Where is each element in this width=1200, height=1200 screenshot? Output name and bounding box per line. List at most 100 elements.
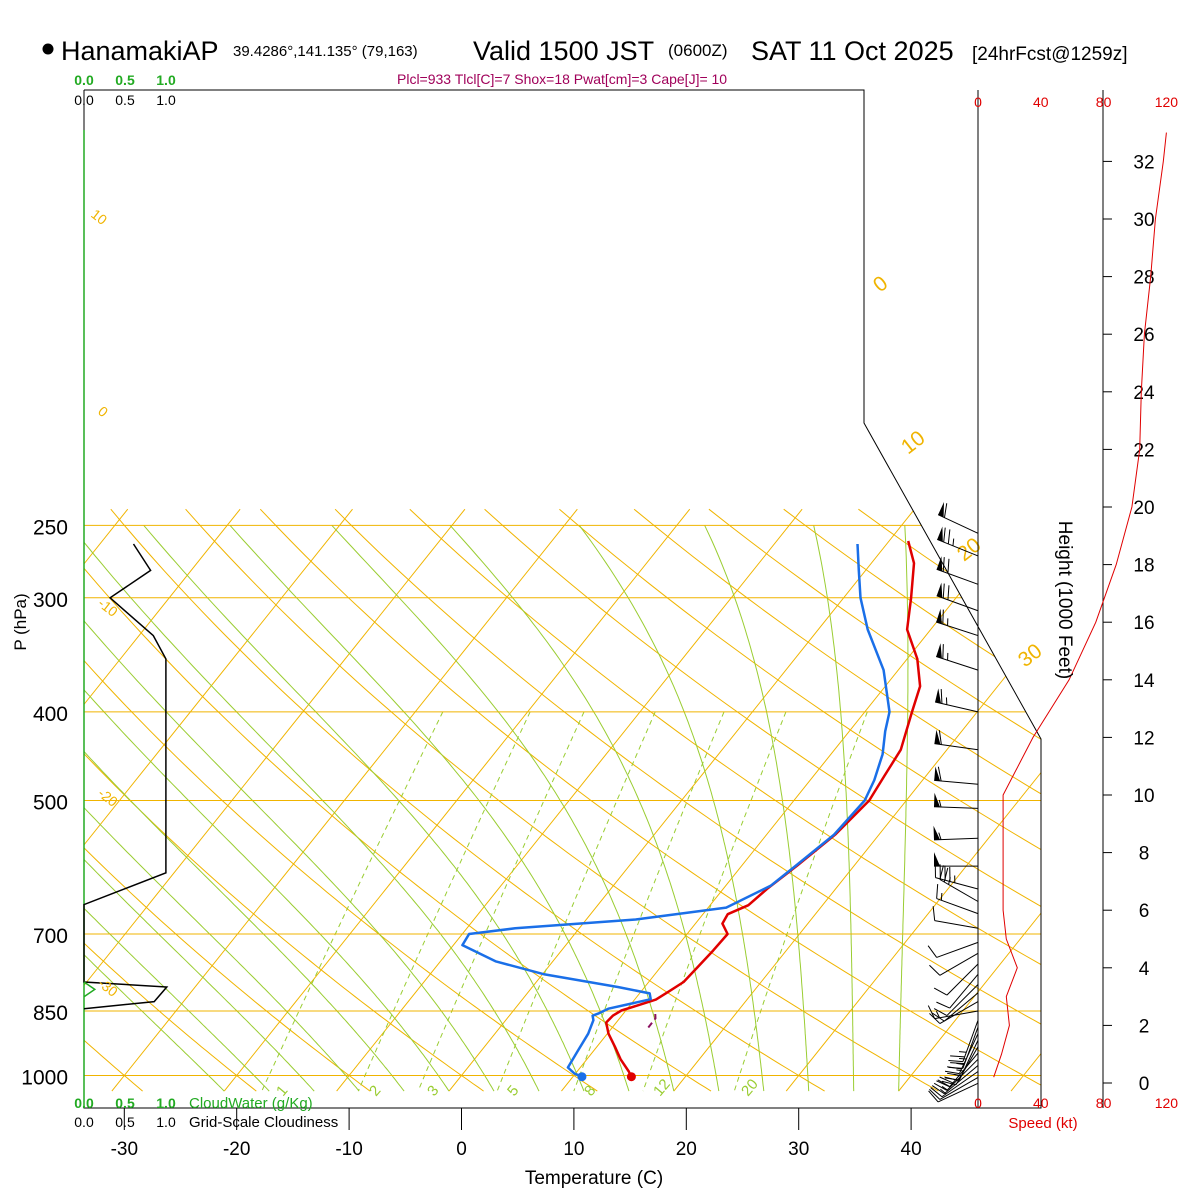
- moist-adiabat: [84, 858, 315, 1092]
- wind-barb-feather: [943, 503, 948, 518]
- moist-adiabat: [578, 525, 765, 1092]
- pressure-tick-label: 400: [33, 703, 68, 726]
- wind-barb-shaft: [934, 806, 979, 809]
- mixing-ratio-label: 20: [738, 1076, 762, 1100]
- wind-barb-shaft: [937, 539, 979, 557]
- wind-barb-shaft: [935, 621, 979, 637]
- wind-barb-flag: [933, 825, 940, 840]
- wind-barb-feather: [937, 766, 942, 782]
- wind-barb-feather: [948, 1060, 963, 1063]
- mixing-ratio-line: [417, 711, 585, 1092]
- parcel-line: [647, 1010, 657, 1029]
- mixing-ratio-label: 3: [424, 1082, 442, 1099]
- station-name: HanamakiAP: [61, 36, 219, 66]
- dewpoint-line: [461, 543, 891, 1078]
- wind-barb: [935, 643, 979, 671]
- dry-adiabat-label: -20: [95, 785, 121, 810]
- speed-tick-label-top: 40: [1033, 94, 1049, 110]
- temperature-tick-label: -10: [335, 1139, 362, 1160]
- wind-barb-feather: [933, 1082, 948, 1091]
- speed-tick-label-bottom: 80: [1096, 1095, 1112, 1111]
- cloudwater-tick-label-top: 0.5: [115, 72, 135, 88]
- wind-barb: [928, 1082, 979, 1103]
- forecast-info: [24hrFcst@1259z]: [972, 44, 1128, 65]
- height-tick-label: 12: [1133, 728, 1154, 749]
- moist-adiabat: [898, 525, 909, 1092]
- moist-adiabat: [143, 525, 585, 1092]
- wind-barb: [929, 1077, 979, 1100]
- speed-axis-title: Speed (kt): [1008, 1115, 1077, 1132]
- wind-barb-feather: [927, 1005, 936, 1019]
- wind-barb: [933, 825, 979, 841]
- height-tick-label: 8: [1139, 844, 1150, 865]
- wind-speed-profile: [993, 132, 1167, 1078]
- moist-adiabat: [704, 525, 810, 1092]
- wind-barb-flag: [934, 852, 940, 867]
- wind-barb-feather: [942, 583, 945, 599]
- moist-adiabat: [84, 953, 225, 1092]
- wind-barb-shaft: [935, 656, 979, 671]
- wind-barb-feather: [942, 557, 945, 572]
- wind-barb-feather: [943, 527, 946, 543]
- wind-barb-shaft: [939, 952, 979, 976]
- dry-adiabat: [334, 508, 1041, 1025]
- moist-adiabat: [84, 620, 495, 1092]
- mixing-ratio-line: [496, 711, 656, 1092]
- moist-adiabat: [84, 750, 405, 1092]
- temperature-tick-label: 10: [563, 1139, 584, 1160]
- mixing-ratio-label: 12: [650, 1076, 674, 1100]
- wind-barb-feather: [942, 644, 944, 659]
- wind-barb: [932, 906, 979, 929]
- wind-barb-half-feather: [959, 1051, 967, 1053]
- frame-layer: [83, 89, 1200, 1200]
- valid-zulu: (0600Z): [668, 41, 728, 60]
- wind-barb-half-feather: [956, 1069, 964, 1072]
- wind-barb-feather: [947, 1072, 962, 1077]
- wind-barb-half-feather: [938, 799, 942, 808]
- cloudiness-profile: [83, 543, 169, 1010]
- wind-barb: [937, 502, 979, 534]
- height-tick-label: 14: [1133, 671, 1155, 692]
- wind-barb-shaft: [934, 837, 979, 841]
- wind-barb-flag: [937, 526, 943, 542]
- wind-barb-feather: [950, 1055, 965, 1058]
- temperature-tick-label: 20: [676, 1139, 697, 1160]
- cloudiness-legend: Grid-Scale Cloudiness: [189, 1114, 338, 1131]
- moist-adiabat: [331, 525, 675, 1092]
- speed-tick-label-top: 0: [974, 94, 982, 110]
- wind-barb-feather: [929, 1088, 941, 1100]
- wind-barb-half-feather: [952, 538, 955, 546]
- wind-barb-shaft: [949, 974, 979, 1009]
- wind-barb-feather: [932, 906, 936, 921]
- wind-barb: [927, 941, 979, 958]
- cloudwater-tick-label-top: 0.0: [74, 72, 94, 88]
- pressure-tick-label: 250: [33, 516, 68, 539]
- wind-barb: [934, 852, 978, 867]
- wind-barb-feather: [947, 529, 951, 545]
- cloudwater-tick-label-top: 1.0: [156, 72, 176, 88]
- moist-adiabat: [84, 541, 540, 1092]
- wind-barb-feather: [927, 945, 938, 958]
- dry-adiabat: [484, 508, 1041, 908]
- pressure-tick-label: 700: [33, 925, 68, 948]
- wind-barb: [927, 1005, 979, 1020]
- valid-date: SAT 11 Oct 2025: [751, 36, 954, 66]
- mixing-ratio-line: [573, 711, 725, 1092]
- wind-barb-feather: [936, 884, 939, 899]
- height-tick-label: 30: [1133, 210, 1154, 231]
- wind-barb-half-feather: [935, 1011, 941, 1019]
- moist-adiabat: [84, 907, 270, 1092]
- wind-barb-flag: [936, 582, 943, 598]
- dry-adiabat: [633, 508, 1041, 795]
- temperature-tick-label: 30: [788, 1139, 809, 1160]
- mixing-ratio-line: [733, 711, 868, 1092]
- moist-adiabat: [84, 689, 450, 1092]
- wind-barb-shaft: [958, 1040, 979, 1081]
- wind-barb-feather: [936, 1001, 950, 1009]
- pressure-tick-label: 300: [33, 589, 68, 612]
- wind-barb-feather: [944, 1077, 960, 1081]
- wind-barb-shaft: [936, 568, 979, 585]
- cloudiness-tick-label-bottom: 0.5: [115, 1114, 135, 1130]
- cloudiness-tick-label-top: 1.0: [156, 92, 176, 108]
- cloud-water-profile: [83, 981, 97, 998]
